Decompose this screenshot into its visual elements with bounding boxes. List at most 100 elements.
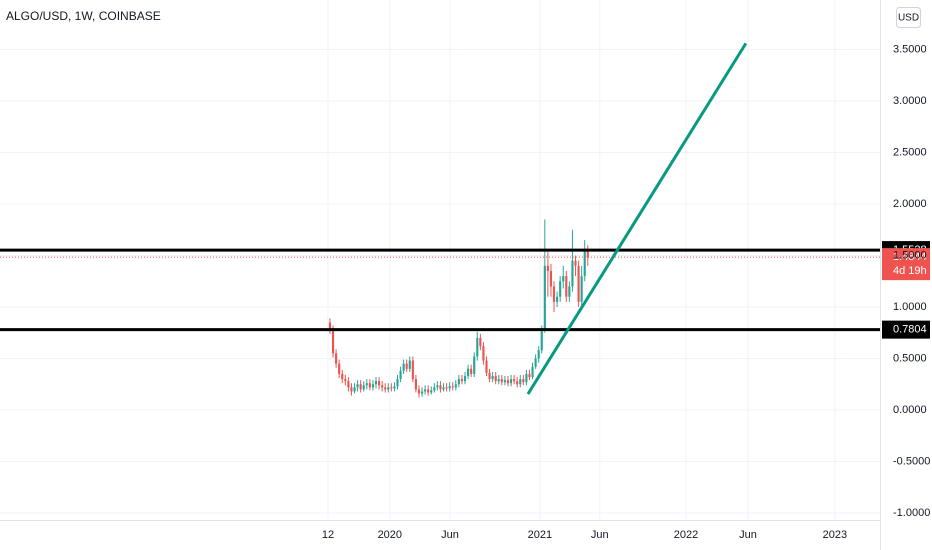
candle-body [365, 383, 368, 386]
candle-body [562, 276, 565, 282]
x-tick-label: 2022 [674, 529, 698, 541]
x-tick-label: Jun [591, 529, 609, 541]
candle-body [580, 276, 583, 302]
candle-body [485, 360, 488, 373]
candle-body [344, 379, 347, 382]
candle-body [476, 337, 479, 357]
x-tick-label: 2023 [823, 529, 847, 541]
y-tick-label: 1.0000 [893, 301, 927, 313]
candle-body [460, 379, 464, 382]
candle-body [467, 368, 470, 377]
candle-body [448, 386, 451, 389]
candle-body [374, 381, 378, 385]
candle-body [436, 385, 439, 388]
candle-body [427, 389, 430, 393]
last-price-box [882, 248, 930, 281]
candle-body [552, 286, 556, 302]
candle-body [494, 376, 497, 382]
candle-body [522, 379, 525, 383]
candle-body [399, 370, 402, 380]
candle-body [350, 387, 353, 392]
candle-body [430, 390, 433, 393]
candle-body [509, 379, 513, 384]
candle-body [491, 376, 494, 380]
currency-button[interactable] [896, 7, 921, 28]
candle-body [571, 260, 574, 287]
candle-body [525, 373, 528, 383]
candle-body [531, 366, 534, 378]
candle-body [549, 270, 553, 287]
candle-body [347, 381, 350, 388]
candle-body [500, 379, 503, 383]
candle-body [457, 379, 460, 385]
x-tick-label: Jun [441, 529, 459, 541]
candle-body [470, 368, 473, 374]
candle-body [559, 281, 562, 297]
candle-body [473, 356, 476, 374]
x-tick-label: Jun [739, 529, 757, 541]
chart-title: ALGO/USD, 1W, COINBASE [6, 9, 161, 23]
candle-body [338, 363, 341, 374]
y-tick-label: 0.5000 [893, 352, 927, 364]
candle-body [341, 373, 344, 380]
candle-body [396, 379, 399, 387]
candle-body [546, 265, 549, 271]
candle-body [368, 383, 371, 388]
candle-body [586, 250, 589, 258]
y-tick-label: -0.5000 [893, 455, 930, 467]
candle-body [356, 384, 359, 388]
candle-body [393, 386, 396, 389]
candle-body [454, 384, 457, 388]
candle-body [384, 387, 387, 390]
x-tick-label: 12 [322, 529, 334, 541]
candle-body [497, 379, 500, 382]
countdown-label: 4d 19h [893, 265, 927, 277]
candle-body [390, 387, 393, 389]
candle-body [417, 389, 421, 394]
candle-body [335, 353, 338, 364]
x-tick-label: 2020 [378, 529, 402, 541]
candle-body [528, 373, 531, 378]
candle-body [371, 384, 375, 388]
candle-body [442, 387, 445, 390]
candle-body [519, 379, 522, 385]
candle-body [463, 376, 467, 382]
candle-body [534, 358, 537, 367]
y-tick-label: 2.5000 [893, 146, 927, 158]
price-label: 0.7804 [893, 324, 927, 336]
candle-body [414, 379, 417, 390]
trend-line [526, 42, 748, 395]
candle-body [420, 391, 424, 394]
candle-body [540, 329, 543, 351]
candle-body [556, 296, 559, 302]
candle-body [479, 337, 482, 347]
candle-body [537, 350, 540, 359]
candle-body [424, 389, 427, 392]
currency-label[interactable]: USD [898, 13, 919, 24]
candle-body [516, 381, 519, 385]
candle-body [565, 276, 568, 297]
candle-body [583, 250, 586, 277]
candle-body [543, 265, 546, 330]
candle-body [488, 372, 491, 380]
candle-body [482, 346, 485, 361]
candle-body [433, 387, 436, 391]
candle-body [513, 379, 516, 382]
y-tick-label: -1.0000 [893, 507, 930, 519]
candle-body [377, 381, 381, 386]
candle-body [503, 380, 506, 383]
candle-body [328, 322, 332, 330]
price-label-box [882, 320, 930, 339]
candle-body [331, 329, 335, 354]
y-tick-label: 1.5000 [893, 249, 927, 261]
candle-body [439, 385, 442, 390]
candle-body [408, 360, 411, 369]
y-tick-label: 3.0000 [893, 95, 927, 107]
candle-body [387, 387, 390, 390]
candle-body [574, 260, 577, 266]
y-tick-label: 2.0000 [893, 198, 927, 210]
candle-body [506, 380, 510, 384]
candle-body [405, 363, 408, 369]
